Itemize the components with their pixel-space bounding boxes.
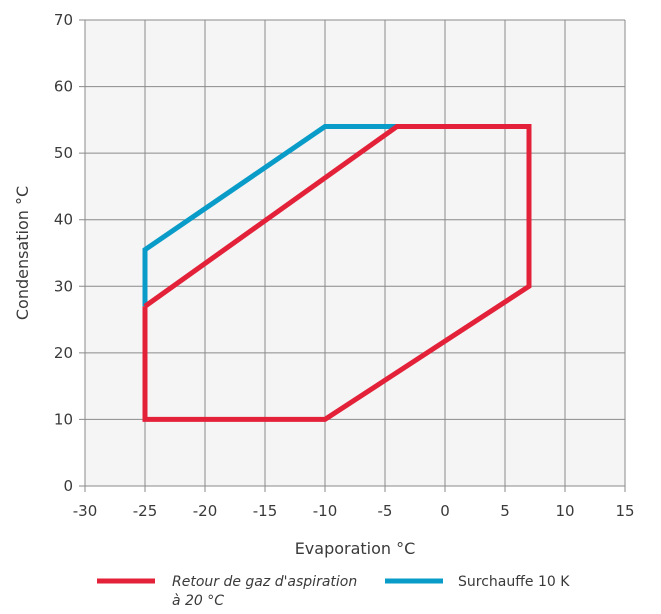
y-tick-label: 70 — [54, 11, 73, 29]
x-tick-label: 10 — [555, 502, 574, 520]
x-tick-label: -5 — [378, 502, 393, 520]
y-axis-label: Condensation °C — [13, 186, 32, 320]
x-tick-label: 5 — [500, 502, 510, 520]
x-tick-label: 15 — [615, 502, 634, 520]
y-tick-label: 0 — [63, 477, 73, 495]
legend-label-2: Surchauffe 10 K — [458, 574, 570, 590]
x-tick-label: -25 — [133, 502, 158, 520]
series-line-2 — [142, 124, 397, 307]
x-tick-label: -15 — [253, 502, 278, 520]
series-line-1 — [142, 124, 532, 422]
x-tick-label: -10 — [313, 502, 338, 520]
series-group — [142, 124, 532, 422]
legend-label-1: à 20 °C — [172, 593, 224, 609]
y-tick-label: 30 — [54, 277, 73, 295]
y-tick-label: 10 — [54, 410, 73, 428]
x-tick-label: -30 — [73, 502, 98, 520]
y-tick-label: 40 — [54, 211, 73, 229]
legend: Retour de gaz d'aspiration à 20 °C Surchau… — [97, 574, 570, 609]
y-tick-labels: 0 10 20 30 40 50 60 70 — [54, 11, 73, 495]
x-axis-label: Evaporation °C — [295, 539, 416, 558]
legend-label-1: Retour de gaz d'aspiration — [172, 574, 357, 590]
y-tick-label: 60 — [54, 78, 73, 96]
plot-background — [85, 20, 625, 486]
x-tick-label: 0 — [440, 502, 450, 520]
y-tick-label: 50 — [54, 144, 73, 162]
x-tick-labels: -30 -25 -20 -15 -10 -5 0 5 10 15 — [73, 502, 635, 520]
y-tick-label: 20 — [54, 344, 73, 362]
x-tick-label: -20 — [193, 502, 218, 520]
